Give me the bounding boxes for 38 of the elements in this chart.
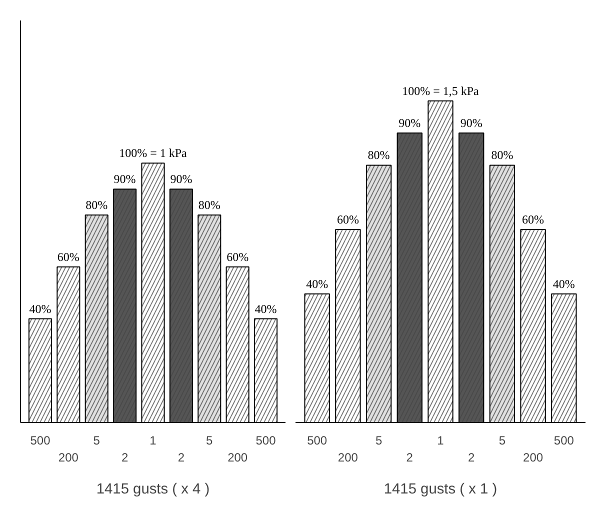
x-tick-label: 2 — [468, 450, 476, 464]
x-tick-label: 5 — [498, 434, 506, 448]
data-label: 60% — [57, 250, 80, 264]
data-label: 40% — [552, 276, 575, 291]
data-label: 60% — [522, 212, 544, 227]
data-label: 100% = 1,5 kPa — [402, 84, 480, 98]
data-label: 90% — [460, 116, 482, 130]
data-label: 90% — [114, 172, 136, 186]
data-label: 40% — [29, 302, 52, 316]
data-label: 40% — [254, 302, 277, 316]
data-label: 60% — [226, 250, 249, 264]
data-label: 80% — [491, 148, 514, 162]
x-tick-label: 2 — [121, 450, 128, 464]
data-label: 90% — [170, 172, 192, 186]
data-label: 90% — [398, 116, 421, 130]
x-tick-label: 1 — [150, 434, 157, 448]
data-label: 100% = 1 kPa — [119, 146, 188, 160]
x-tick-label: 200 — [58, 450, 79, 464]
data-label: 80% — [198, 198, 220, 212]
x-axis-title: 1415 gusts ( x 4 ) — [96, 481, 210, 498]
x-tick-label: 500 — [307, 434, 328, 448]
data-label: 60% — [336, 212, 359, 227]
x-tick-label: 500 — [554, 434, 574, 448]
x-tick-label: 5 — [375, 434, 382, 448]
x-tick-label: 500 — [256, 434, 276, 448]
x-tick-label: 5 — [93, 434, 100, 448]
x-axis-title: 1415 gusts ( x 1 ) — [384, 481, 498, 498]
data-label: 40% — [306, 276, 328, 291]
x-tick-label: 2 — [178, 450, 185, 464]
x-tick-label: 1 — [437, 434, 444, 448]
x-tick-label: 200 — [523, 450, 544, 464]
data-label: 80% — [86, 198, 108, 212]
x-tick-label: 200 — [228, 450, 248, 464]
data-label: 80% — [368, 148, 390, 162]
x-tick-label: 2 — [406, 450, 414, 464]
x-tick-label: 5 — [206, 434, 214, 448]
x-tick-label: 200 — [338, 450, 358, 464]
x-tick-label: 500 — [30, 434, 51, 448]
